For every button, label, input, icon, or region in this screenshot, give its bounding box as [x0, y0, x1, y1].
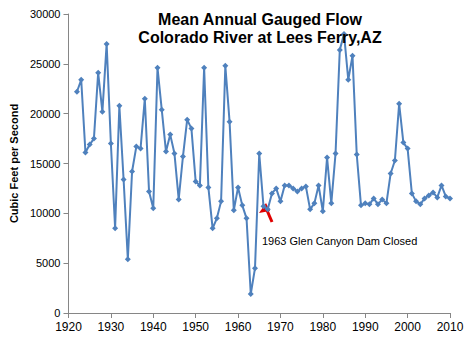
svg-text:1980: 1980: [309, 320, 336, 334]
svg-text:Mean Annual Gauged Flow: Mean Annual Gauged Flow: [158, 11, 362, 28]
svg-text:25000: 25000: [30, 58, 61, 70]
svg-text:1963 Glen Canyon Dam Closed: 1963 Glen Canyon Dam Closed: [262, 235, 417, 247]
svg-text:2010: 2010: [437, 320, 464, 334]
svg-text:Cubic Feet per Second: Cubic Feet per Second: [8, 104, 20, 223]
svg-text:10000: 10000: [30, 207, 61, 219]
svg-text:5000: 5000: [36, 257, 60, 269]
svg-text:20000: 20000: [30, 108, 61, 120]
svg-text:1960: 1960: [225, 320, 252, 334]
svg-text:1950: 1950: [182, 320, 209, 334]
svg-text:Colorado River at Lees Ferry,A: Colorado River at Lees Ferry,AZ: [138, 29, 382, 46]
svg-text:1920: 1920: [55, 320, 82, 334]
svg-text:0: 0: [54, 307, 60, 319]
svg-text:15000: 15000: [30, 158, 61, 170]
svg-text:1990: 1990: [352, 320, 379, 334]
svg-text:30000: 30000: [30, 8, 61, 20]
svg-text:2000: 2000: [394, 320, 421, 334]
svg-text:1930: 1930: [98, 320, 125, 334]
svg-text:1970: 1970: [267, 320, 294, 334]
svg-text:1940: 1940: [140, 320, 167, 334]
